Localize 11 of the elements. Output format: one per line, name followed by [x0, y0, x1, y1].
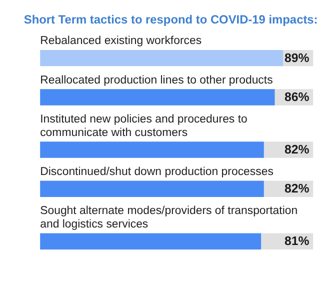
y-tick-label: Discontinued/shut down production processes	[40, 166, 274, 178]
data-label: 86%	[284, 90, 310, 104]
data-label: 89%	[284, 50, 310, 65]
data-label: 81%	[284, 234, 310, 248]
y-tick-label: Instituted new policies and procedures to communicate with customers	[40, 114, 248, 139]
data-label: 82%	[284, 142, 310, 157]
data-label: 82%	[284, 182, 310, 196]
chart-title: Short Term tactics to respond to COVID-19 impacts:	[24, 12, 318, 27]
y-tick-label: Reallocated production lines to other products	[40, 74, 274, 86]
y-tick-label: Rebalanced existing workforces	[40, 35, 202, 48]
y-tick-label: Sought alternate modes/providers of transportation and logistics services	[40, 205, 298, 230]
